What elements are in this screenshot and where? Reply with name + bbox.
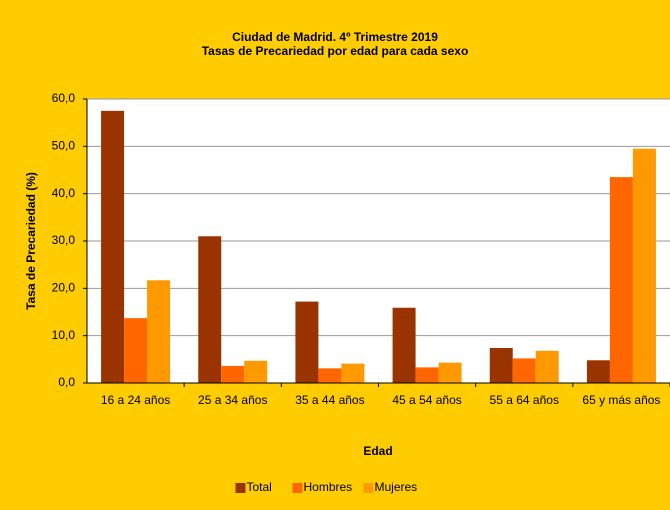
y-tick-label: 0,0 bbox=[58, 375, 75, 389]
bar bbox=[609, 177, 633, 383]
y-tick-label: 40,0 bbox=[52, 186, 76, 200]
bar bbox=[438, 362, 462, 383]
x-tick-label: 35 a 44 años bbox=[295, 393, 364, 407]
bar bbox=[632, 148, 656, 383]
y-tick-label: 20,0 bbox=[52, 281, 76, 295]
x-tick-label: 55 a 64 años bbox=[490, 393, 559, 407]
bar bbox=[489, 347, 513, 383]
x-tick-label: 25 a 34 años bbox=[198, 393, 267, 407]
bar bbox=[392, 307, 416, 383]
x-tick-label: 45 a 54 años bbox=[392, 393, 461, 407]
legend-label: Total bbox=[247, 480, 272, 494]
bar bbox=[341, 363, 365, 383]
x-tick-label: 16 a 24 años bbox=[101, 393, 170, 407]
bar bbox=[295, 301, 319, 383]
bar bbox=[101, 110, 125, 383]
bar bbox=[512, 358, 536, 383]
chart-title: Ciudad de Madrid. 4º Trimestre 2019 bbox=[232, 30, 438, 44]
bar bbox=[415, 367, 439, 383]
bar bbox=[318, 368, 342, 383]
bar bbox=[147, 280, 171, 383]
y-tick-label: 50,0 bbox=[52, 139, 76, 153]
bar bbox=[221, 365, 245, 383]
bar bbox=[586, 360, 610, 383]
y-axis-label: Tasa de Precariedad (%) bbox=[24, 172, 38, 310]
y-tick-label: 10,0 bbox=[52, 328, 76, 342]
legend-label: Mujeres bbox=[375, 480, 418, 494]
bar bbox=[124, 318, 148, 383]
legend-swatch bbox=[363, 483, 374, 493]
legend-swatch bbox=[292, 483, 303, 493]
x-tick-label: 65 y más años bbox=[582, 393, 660, 407]
bar bbox=[244, 360, 268, 383]
x-axis-label: Edad bbox=[363, 444, 392, 458]
legend-label: Hombres bbox=[304, 480, 353, 494]
y-tick-label: 60,0 bbox=[52, 91, 76, 105]
bar bbox=[198, 236, 222, 383]
y-tick-label: 30,0 bbox=[52, 233, 76, 247]
chart-subtitle: Tasas de Precariedad por edad para cada … bbox=[202, 44, 469, 58]
legend-swatch bbox=[235, 483, 246, 493]
bar bbox=[535, 350, 559, 383]
